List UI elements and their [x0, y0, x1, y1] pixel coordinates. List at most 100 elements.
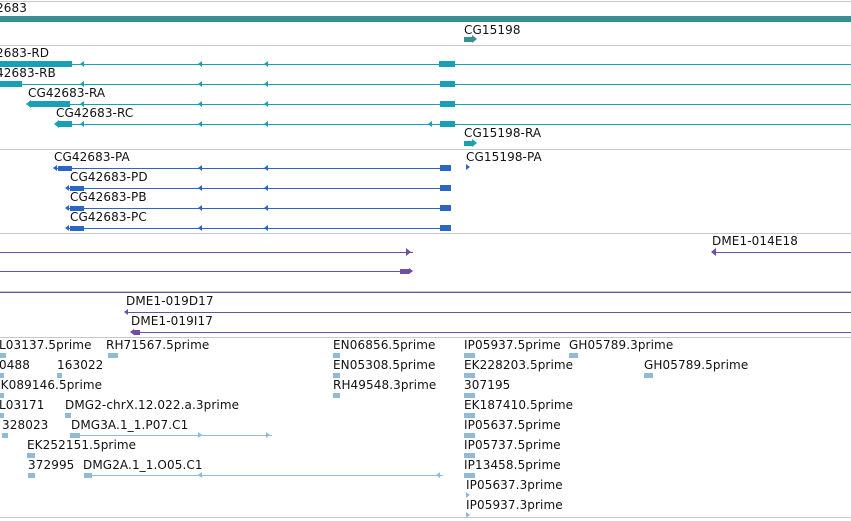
strand-arrow-icon[interactable]: [472, 35, 477, 43]
exon-box[interactable]: [333, 393, 340, 398]
strand-arrow-icon[interactable]: [266, 432, 270, 438]
feature-label[interactable]: CG42683-RC: [56, 106, 134, 120]
exon-box[interactable]: [440, 121, 455, 127]
exon-box[interactable]: [333, 353, 340, 358]
exon-box[interactable]: [440, 185, 451, 191]
exon-box[interactable]: [464, 373, 475, 378]
exon-box[interactable]: [57, 373, 62, 378]
strand-arrow-icon[interactable]: [466, 512, 470, 518]
feature-label[interactable]: EK252151.5prime: [27, 438, 137, 452]
strand-arrow-icon[interactable]: [65, 205, 69, 211]
feature-label[interactable]: GH05789.3prime: [569, 338, 674, 352]
intron-line[interactable]: [72, 435, 272, 436]
strand-arrow-icon[interactable]: [264, 205, 268, 211]
exon-box[interactable]: [644, 373, 653, 378]
feature-label[interactable]: EN06856.5prime: [333, 338, 436, 352]
strand-arrow-icon[interactable]: [198, 225, 202, 231]
feature-label[interactable]: DME1-019I17: [131, 314, 213, 328]
strand-arrow-icon[interactable]: [264, 81, 268, 87]
feature-label[interactable]: EN05308.5prime: [333, 358, 436, 372]
feature-label[interactable]: CG15198-RA: [464, 126, 542, 140]
feature-label[interactable]: L03137.5prime: [0, 338, 92, 352]
exon-box[interactable]: [464, 393, 475, 398]
strand-arrow-icon[interactable]: [472, 139, 477, 147]
strand-arrow-icon[interactable]: [198, 121, 202, 127]
strand-arrow-icon[interactable]: [80, 61, 84, 67]
intron-line[interactable]: [68, 228, 451, 229]
exon-box[interactable]: [28, 473, 35, 478]
exon-box[interactable]: [569, 353, 578, 358]
feature-label[interactable]: DMG3A.1_1.P07.C1: [71, 418, 189, 432]
strand-arrow-icon[interactable]: [65, 225, 69, 231]
feature-label[interactable]: RH71567.5prime: [106, 338, 210, 352]
exon-box[interactable]: [65, 413, 71, 418]
feature-label[interactable]: 163022: [57, 358, 104, 372]
feature-label[interactable]: DMG2-chrX.12.022.a.3prime: [65, 398, 240, 412]
strand-arrow-icon[interactable]: [198, 432, 202, 438]
strand-arrow-icon[interactable]: [124, 309, 128, 315]
intron-line[interactable]: [56, 168, 451, 169]
feature-label[interactable]: 328023: [2, 418, 49, 432]
feature-label[interactable]: DME1-019D17: [126, 294, 214, 308]
feature-label[interactable]: IP05937.3prime: [466, 498, 563, 512]
exon-box[interactable]: [58, 166, 72, 171]
strand-arrow-icon[interactable]: [130, 329, 134, 335]
intron-line[interactable]: [0, 252, 413, 253]
strand-arrow-icon[interactable]: [54, 120, 59, 128]
exon-box[interactable]: [70, 206, 84, 211]
intron-line[interactable]: [126, 312, 851, 313]
strand-arrow-icon[interactable]: [264, 185, 268, 191]
exon-box[interactable]: [0, 353, 6, 358]
feature-label[interactable]: CG42683-PB: [70, 190, 147, 204]
exon-box[interactable]: [134, 330, 140, 335]
exon-box[interactable]: [0, 16, 851, 22]
exon-box[interactable]: [464, 141, 472, 146]
exon-box[interactable]: [464, 37, 472, 42]
exon-box[interactable]: [0, 373, 4, 378]
intron-line[interactable]: [133, 332, 851, 333]
feature-label[interactable]: EK089146.5prime: [0, 378, 103, 392]
strand-arrow-icon[interactable]: [65, 185, 69, 191]
feature-label[interactable]: CG42683-PC: [70, 210, 147, 224]
feature-label[interactable]: DME1-014E18: [712, 234, 798, 248]
feature-label[interactable]: 372995: [28, 458, 75, 472]
strand-arrow-icon[interactable]: [428, 121, 432, 127]
feature-label[interactable]: CG42683-PA: [54, 150, 130, 164]
exon-box[interactable]: [0, 413, 4, 418]
feature-label[interactable]: EK187410.5prime: [464, 398, 574, 412]
exon-box[interactable]: [464, 433, 475, 438]
exon-box[interactable]: [27, 453, 35, 458]
exon-box[interactable]: [464, 353, 475, 358]
strand-arrow-icon[interactable]: [26, 100, 31, 108]
exon-box[interactable]: [70, 226, 84, 231]
feature-label[interactable]: 2683: [0, 1, 27, 15]
feature-label[interactable]: IP05637.3prime: [466, 478, 563, 492]
strand-arrow-icon[interactable]: [198, 205, 202, 211]
strand-arrow-icon[interactable]: [264, 101, 268, 107]
feature-label[interactable]: L03171: [0, 398, 45, 412]
strand-arrow-icon[interactable]: [466, 492, 470, 498]
strand-arrow-icon[interactable]: [198, 472, 202, 478]
exon-box[interactable]: [70, 186, 84, 191]
exon-box[interactable]: [464, 473, 475, 478]
strand-arrow-icon[interactable]: [409, 268, 413, 274]
feature-label[interactable]: IP05637.5prime: [464, 418, 561, 432]
exon-box[interactable]: [0, 61, 72, 67]
intron-line[interactable]: [84, 475, 443, 476]
feature-label[interactable]: EK228203.5prime: [464, 358, 574, 372]
feature-label[interactable]: GH05789.5prime: [644, 358, 749, 372]
feature-label[interactable]: CG42683-RA: [28, 86, 106, 100]
intron-line[interactable]: [713, 252, 851, 253]
strand-arrow-icon[interactable]: [264, 121, 268, 127]
intron-line[interactable]: [68, 208, 451, 209]
strand-arrow-icon[interactable]: [80, 101, 84, 107]
strand-arrow-icon[interactable]: [711, 248, 716, 256]
strand-arrow-icon[interactable]: [198, 81, 202, 87]
exon-box[interactable]: [440, 81, 455, 87]
exon-box[interactable]: [400, 269, 409, 274]
exon-box[interactable]: [30, 101, 70, 107]
exon-box[interactable]: [2, 433, 8, 438]
exon-box[interactable]: [464, 413, 475, 418]
feature-label[interactable]: CG15198: [464, 23, 521, 37]
feature-label[interactable]: RH49548.3prime: [333, 378, 437, 392]
